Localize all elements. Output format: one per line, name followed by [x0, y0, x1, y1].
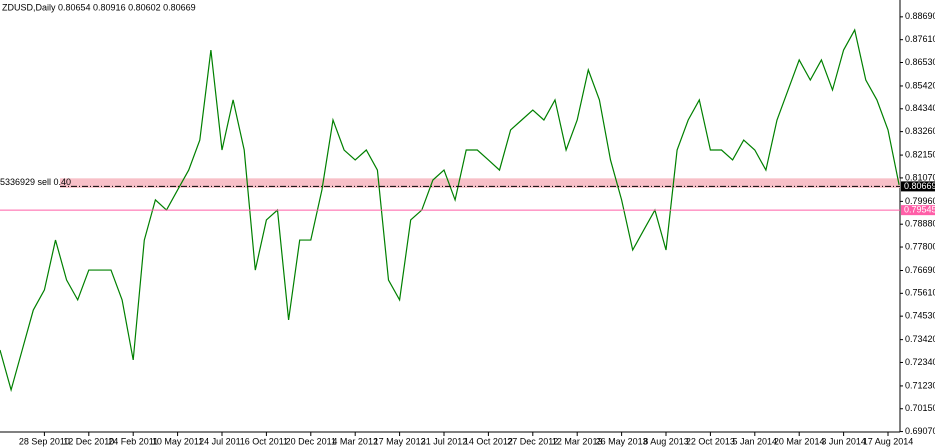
x-tick-label: 20 Mar 2014 — [774, 436, 825, 446]
x-tick-label: 3 Jun 2014 — [821, 436, 866, 446]
x-tick-label: 27 Dec 2012 — [507, 436, 558, 446]
y-tick-label: 0.71230 — [905, 380, 935, 390]
y-tick-label: 0.86530 — [905, 57, 935, 67]
y-tick-label: 0.75610 — [905, 288, 935, 298]
x-tick-label: 4 Mar 2012 — [332, 436, 378, 446]
x-tick-label: 28 Sep 2010 — [19, 436, 70, 446]
x-tick-label: 22 Oct 2013 — [686, 436, 735, 446]
stop-label-box — [901, 205, 935, 216]
x-tick-label: 14 Oct 2012 — [464, 436, 513, 446]
y-tick-label: 0.83260 — [905, 126, 935, 136]
order-label: 5336929 sell 0.40 — [0, 177, 71, 187]
price-label: 0.80669 — [904, 181, 935, 191]
x-tick-label: 12 Mar 2013 — [552, 436, 603, 446]
order-band — [60, 178, 900, 188]
x-tick-label: 17 Aug 2014 — [863, 436, 914, 446]
y-tick-label: 0.74530 — [905, 311, 935, 321]
y-tick-label: 0.88690 — [905, 11, 935, 21]
x-tick-label: 20 Dec 2011 — [286, 436, 336, 446]
y-tick-label: 0.70150 — [905, 403, 935, 413]
y-tick-label: 0.81070 — [905, 172, 935, 182]
x-tick-label: 31 Jul 2012 — [421, 436, 468, 446]
y-tick-label: 0.77800 — [905, 241, 935, 251]
y-tick-label: 0.82150 — [905, 149, 935, 159]
y-tick-label: 0.78880 — [905, 219, 935, 229]
chart-title: ZDUSD,Daily 0.80654 0.80916 0.80602 0.80… — [2, 2, 196, 12]
x-tick-label: 17 May 2012 — [374, 436, 426, 446]
stop-label: 0.79545 — [904, 205, 935, 215]
price-line — [0, 28, 900, 393]
x-tick-label: 26 May 2013 — [596, 436, 648, 446]
y-tick-label: 0.84340 — [905, 103, 935, 113]
y-tick-label: 0.73420 — [905, 334, 935, 344]
x-tick-label: 6 Oct 2011 — [245, 436, 288, 446]
x-tick-label: 24 Jul 2011 — [199, 436, 245, 446]
y-tick-label: 0.85420 — [905, 80, 935, 90]
y-tick-label: 0.72340 — [905, 357, 935, 367]
x-tick-label: 5 Jan 2014 — [733, 436, 778, 446]
y-tick-label: 0.76690 — [905, 265, 935, 275]
x-tick-label: 10 May 2011 — [152, 436, 203, 446]
y-tick-label: 0.79960 — [905, 196, 935, 206]
x-tick-label: 12 Dec 2010 — [63, 436, 114, 446]
price-label-box — [901, 181, 935, 192]
x-tick-label: 24 Feb 2011 — [108, 436, 158, 446]
y-tick-label: 0.69070 — [905, 426, 935, 436]
x-tick-label: 8 Aug 2013 — [643, 436, 689, 446]
y-tick-label: 0.87610 — [905, 34, 935, 44]
